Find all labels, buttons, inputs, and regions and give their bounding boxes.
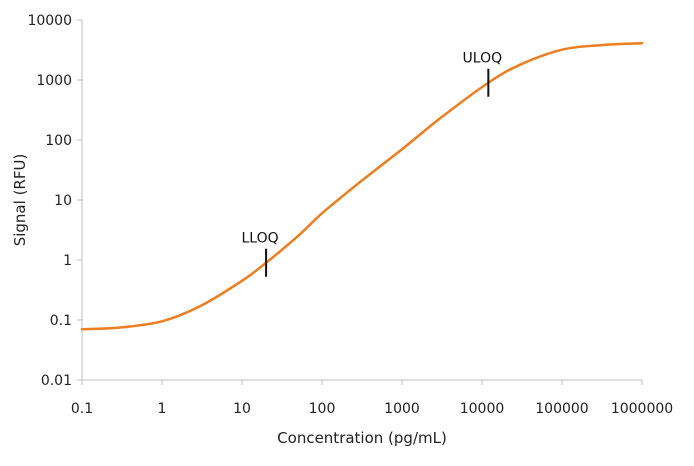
uloq-label: ULOQ bbox=[463, 51, 503, 67]
axes-group: 0.01 0.1 1 10 100 1000 10000 0.1 1 10 100 1000 10000… bbox=[27, 13, 673, 417]
standard-curve-line bbox=[80, 41, 644, 331]
y-tick-label: 10000 bbox=[27, 13, 72, 29]
x-tick-label: 1000 bbox=[384, 401, 420, 417]
lloq-label: LLOQ bbox=[242, 231, 279, 247]
y-tick-label: 1000 bbox=[36, 73, 72, 89]
y-axis-title: Signal (RFU) bbox=[11, 154, 29, 247]
x-tick-label: 100 bbox=[309, 401, 336, 417]
y-tick-label: 0.01 bbox=[41, 373, 72, 389]
x-tick-label: 1000000 bbox=[611, 401, 673, 417]
y-tick-label: 100 bbox=[45, 133, 72, 149]
y-tick-label: 0.1 bbox=[50, 313, 72, 329]
x-tick-label: 10 bbox=[233, 401, 251, 417]
x-tick-label: 10000 bbox=[460, 401, 505, 417]
y-tick-label: 1 bbox=[63, 253, 72, 269]
annotations-group: LLOQ ULOQ bbox=[242, 51, 503, 277]
x-tick-label: 1 bbox=[158, 401, 167, 417]
x-tick-label: 0.1 bbox=[71, 401, 93, 417]
x-tick-label: 100000 bbox=[535, 401, 588, 417]
y-tick-label: 10 bbox=[54, 193, 72, 209]
plot-area bbox=[80, 41, 644, 331]
x-axis-title: Concentration (pg/mL) bbox=[277, 429, 447, 447]
